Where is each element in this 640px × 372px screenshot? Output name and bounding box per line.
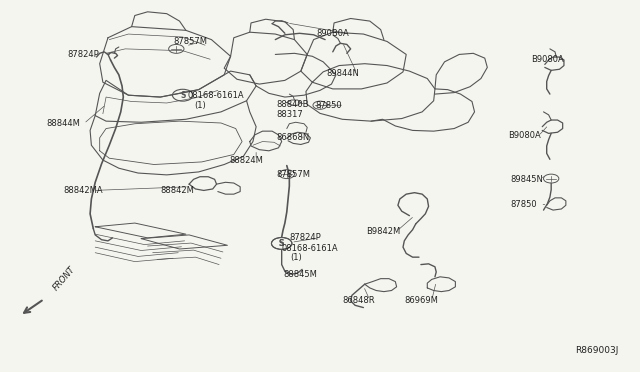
Text: 87857M: 87857M xyxy=(276,170,310,179)
Text: 86868N: 86868N xyxy=(276,133,310,142)
Text: 08168-6161A: 08168-6161A xyxy=(282,244,339,253)
Text: B9080A: B9080A xyxy=(531,55,563,64)
Text: 86848R: 86848R xyxy=(342,296,375,305)
Text: B9842M: B9842M xyxy=(366,227,400,236)
Text: S: S xyxy=(279,239,284,248)
Text: 87850: 87850 xyxy=(316,101,342,110)
Text: (1): (1) xyxy=(290,253,301,262)
Text: 87850: 87850 xyxy=(510,200,537,209)
Text: 88844M: 88844M xyxy=(47,119,81,128)
Text: 88842M: 88842M xyxy=(161,186,194,195)
Text: 88317: 88317 xyxy=(276,110,303,119)
Text: 88845M: 88845M xyxy=(284,270,317,279)
Text: 89844N: 89844N xyxy=(326,69,359,78)
Text: FRONT: FRONT xyxy=(52,265,77,292)
Text: 88840B: 88840B xyxy=(276,100,309,109)
Text: (1): (1) xyxy=(194,101,206,110)
Text: 89845N: 89845N xyxy=(510,175,543,184)
Text: R869003J: R869003J xyxy=(575,346,619,355)
Text: 87824P: 87824P xyxy=(289,233,321,243)
Text: S: S xyxy=(279,239,284,248)
Text: 87824P: 87824P xyxy=(68,50,99,59)
Text: B9080A: B9080A xyxy=(508,131,541,141)
Text: 88824M: 88824M xyxy=(229,155,263,164)
Text: 88842MA: 88842MA xyxy=(63,186,103,195)
Text: 87857M: 87857M xyxy=(173,37,207,46)
Text: S: S xyxy=(180,91,186,100)
Text: 890B0A: 890B0A xyxy=(317,29,349,38)
Text: 08168-6161A: 08168-6161A xyxy=(187,91,244,100)
Text: 86969M: 86969M xyxy=(404,296,438,305)
